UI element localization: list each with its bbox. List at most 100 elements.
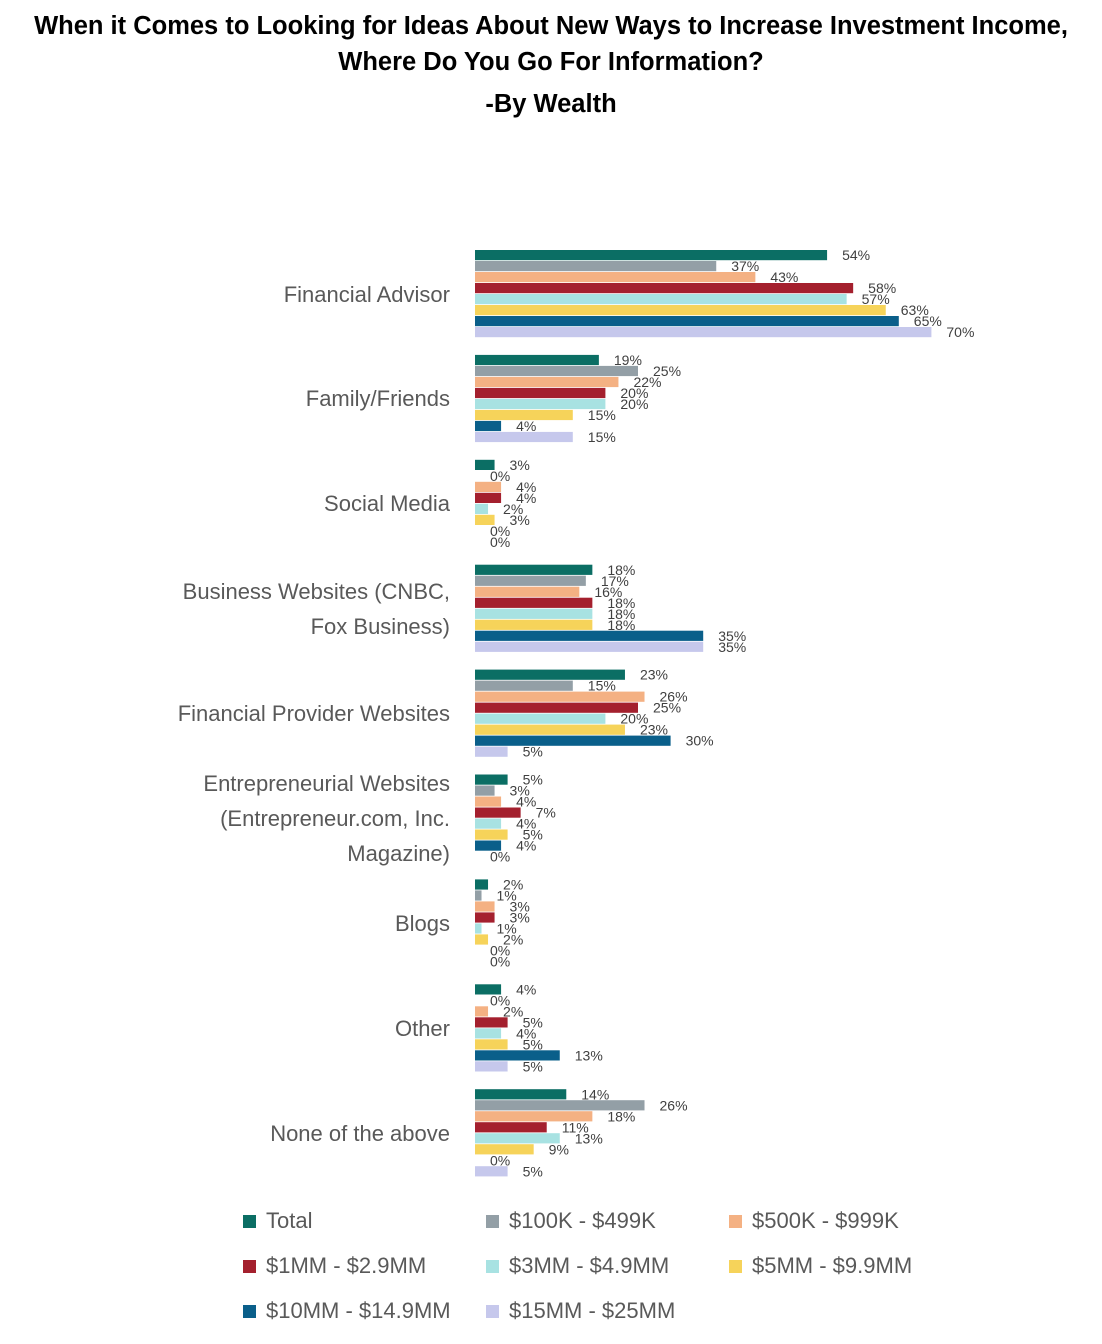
data-label: 30% xyxy=(686,733,714,749)
data-label: 18% xyxy=(607,595,635,611)
bar xyxy=(475,608,593,619)
bar xyxy=(475,691,645,702)
data-label: 17% xyxy=(601,573,629,589)
data-label: 1% xyxy=(497,888,517,904)
data-label: 0% xyxy=(490,1152,510,1168)
data-label: 18% xyxy=(607,1108,635,1124)
category-label: None of the above xyxy=(70,1116,450,1151)
data-label: 5% xyxy=(523,1036,543,1052)
data-label: 23% xyxy=(640,722,668,738)
data-label: 3% xyxy=(510,512,530,528)
data-label: 2% xyxy=(503,932,523,948)
data-label: 70% xyxy=(946,324,974,340)
data-label: 5% xyxy=(523,1058,543,1074)
data-label: 23% xyxy=(640,667,668,683)
bar xyxy=(475,1133,560,1144)
data-label: 63% xyxy=(901,302,929,318)
bar xyxy=(475,575,586,586)
bar xyxy=(475,283,854,294)
bar xyxy=(475,305,886,316)
category-label: Other xyxy=(70,1011,450,1046)
category-label-line: Blogs xyxy=(394,910,450,936)
data-label: 5% xyxy=(523,827,543,843)
legend-swatch xyxy=(486,1214,499,1228)
data-label: 18% xyxy=(607,606,635,622)
data-label: 3% xyxy=(510,457,530,473)
legend-item: $100K - $499K xyxy=(486,1204,656,1238)
legend-label: $5MM - $9.9MM xyxy=(752,1253,913,1278)
bar xyxy=(475,492,502,503)
category-label-line: Social Media xyxy=(324,491,450,517)
data-label: 58% xyxy=(868,280,896,296)
category-label-line: Financial Provider Websites xyxy=(177,701,450,727)
data-label: 22% xyxy=(633,374,661,390)
data-label: 4% xyxy=(516,490,536,506)
legend-label: $1MM - $2.9MM xyxy=(266,1253,427,1278)
data-label: 35% xyxy=(718,639,746,655)
data-label: 15% xyxy=(588,429,616,445)
bar xyxy=(475,807,521,818)
data-label: 2% xyxy=(503,1003,523,1019)
legend-label: $500K - $999K xyxy=(752,1208,899,1233)
bar xyxy=(475,680,573,691)
bar xyxy=(475,1050,560,1061)
bar xyxy=(475,818,502,829)
bar xyxy=(475,316,899,327)
category-label: Financial Provider Websites xyxy=(70,696,450,731)
legend-swatch xyxy=(486,1259,499,1273)
legend-swatch xyxy=(486,1304,499,1318)
data-label: 19% xyxy=(614,352,642,368)
data-label: 0% xyxy=(490,523,510,539)
data-label: 0% xyxy=(490,943,510,959)
bar xyxy=(475,597,593,608)
bar xyxy=(475,327,932,338)
bar xyxy=(475,503,489,514)
legend-swatch xyxy=(243,1304,256,1318)
data-label: 57% xyxy=(862,291,890,307)
bar xyxy=(475,564,593,575)
category-label-line: Family/Friends xyxy=(305,386,450,412)
bar xyxy=(475,713,606,724)
category-label: Social Media xyxy=(70,486,450,521)
legend-swatch xyxy=(729,1214,742,1228)
data-label: 35% xyxy=(718,628,746,644)
legend-swatch xyxy=(243,1214,256,1228)
bar xyxy=(475,879,489,890)
data-label: 0% xyxy=(490,954,510,970)
bar xyxy=(475,774,508,785)
legend-label: Total xyxy=(266,1208,313,1233)
data-label: 1% xyxy=(497,921,517,937)
data-label: 2% xyxy=(503,501,523,517)
bar xyxy=(475,250,828,261)
bar xyxy=(475,912,495,923)
bar xyxy=(475,669,625,680)
bar xyxy=(475,398,606,410)
category-label-line: Business Websites (CNBC, xyxy=(182,578,450,604)
bar xyxy=(475,641,704,652)
category-label: Blogs xyxy=(70,906,450,941)
bar xyxy=(475,619,593,630)
bar xyxy=(475,1006,489,1017)
bar xyxy=(475,829,508,840)
bar xyxy=(475,420,502,432)
legend-item: $15MM - $25MM xyxy=(486,1294,675,1328)
data-label: 20% xyxy=(620,396,648,412)
bar xyxy=(475,1166,508,1177)
bar xyxy=(475,1089,567,1100)
category-label: Financial Advisor xyxy=(70,277,450,312)
legend-label: $100K - $499K xyxy=(509,1208,656,1233)
category-label-line: Financial Advisor xyxy=(283,281,450,307)
bar xyxy=(475,796,502,807)
data-label: 26% xyxy=(660,689,688,705)
chart-title: When it Comes to Looking for Ideas About… xyxy=(34,12,1068,76)
data-label: 25% xyxy=(653,363,681,379)
data-label: 20% xyxy=(620,711,648,727)
bar xyxy=(475,785,495,796)
bar xyxy=(475,1017,508,1028)
bar xyxy=(475,294,847,305)
bar xyxy=(475,387,606,399)
data-label: 11% xyxy=(562,1119,589,1135)
bar xyxy=(475,586,580,597)
bar xyxy=(475,1028,502,1039)
data-label: 5% xyxy=(523,772,543,788)
